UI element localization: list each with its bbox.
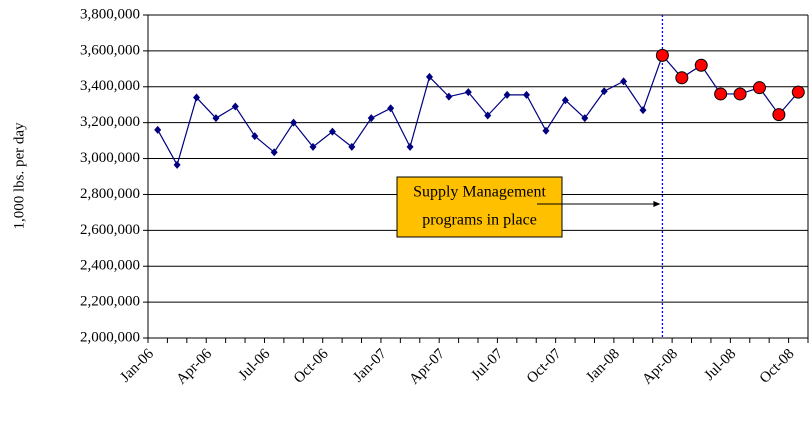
- point: [290, 118, 298, 127]
- annotation-box: [396, 176, 563, 238]
- x-tick-label: Jul-07: [469, 346, 507, 384]
- x-tick-label: Jul-08: [701, 346, 739, 384]
- arrow-head: [653, 201, 661, 207]
- point: [212, 114, 220, 123]
- point: [231, 102, 239, 111]
- y-axis-label: 1,000 lbs. per day: [11, 122, 27, 230]
- x-tick-label: Oct-08: [757, 346, 798, 387]
- x-tick-label: Oct-07: [524, 346, 565, 387]
- y-tick-label: 3,800,000: [80, 6, 140, 22]
- point: [600, 87, 608, 96]
- point: [348, 142, 356, 151]
- y-tick-label: 2,200,000: [80, 294, 140, 310]
- point: [367, 114, 375, 123]
- point: [503, 90, 511, 99]
- point: [581, 114, 589, 123]
- point: [620, 77, 628, 86]
- y-tick-label: 3,000,000: [80, 150, 140, 166]
- x-tick-label: Jan-08: [583, 346, 623, 386]
- point: [752, 81, 766, 95]
- point: [542, 126, 550, 135]
- x-tick-label: Apr-06: [173, 346, 215, 388]
- point: [772, 108, 786, 122]
- annotation-text: Supply Management: [413, 184, 546, 201]
- point: [251, 132, 259, 141]
- x-tick-label: Jan-07: [350, 346, 390, 386]
- point: [173, 160, 181, 169]
- point: [523, 90, 531, 99]
- x-tick-label: Jul-06: [236, 346, 274, 384]
- point: [445, 92, 453, 101]
- annotation-text: programs in place: [422, 212, 537, 229]
- point: [791, 85, 805, 99]
- point: [464, 88, 472, 97]
- point: [328, 127, 336, 136]
- point: [694, 58, 708, 72]
- y-tick-label: 2,000,000: [80, 329, 140, 345]
- series-line: [157, 54, 799, 167]
- x-tick-label: Apr-08: [639, 346, 681, 388]
- y-tick-label: 3,600,000: [80, 42, 140, 58]
- point: [655, 48, 669, 62]
- y-tick-label: 2,800,000: [80, 186, 140, 202]
- x-tick-label: Oct-06: [291, 346, 332, 387]
- y-tick-label: 2,400,000: [80, 258, 140, 274]
- x-tick-label: Jan-06: [117, 346, 157, 386]
- y-tick-label: 3,200,000: [80, 114, 140, 130]
- point: [675, 71, 689, 85]
- point: [425, 72, 433, 81]
- point: [733, 87, 747, 101]
- point: [484, 111, 492, 120]
- point: [154, 125, 162, 134]
- point: [714, 87, 728, 101]
- point: [387, 104, 395, 113]
- x-tick-label: Apr-07: [406, 346, 448, 388]
- point: [309, 142, 317, 151]
- point: [561, 96, 569, 105]
- y-tick-label: 3,400,000: [80, 78, 140, 94]
- point: [406, 142, 414, 151]
- point: [270, 148, 278, 157]
- point: [193, 93, 201, 102]
- point: [639, 106, 647, 115]
- y-tick-label: 2,600,000: [80, 222, 140, 238]
